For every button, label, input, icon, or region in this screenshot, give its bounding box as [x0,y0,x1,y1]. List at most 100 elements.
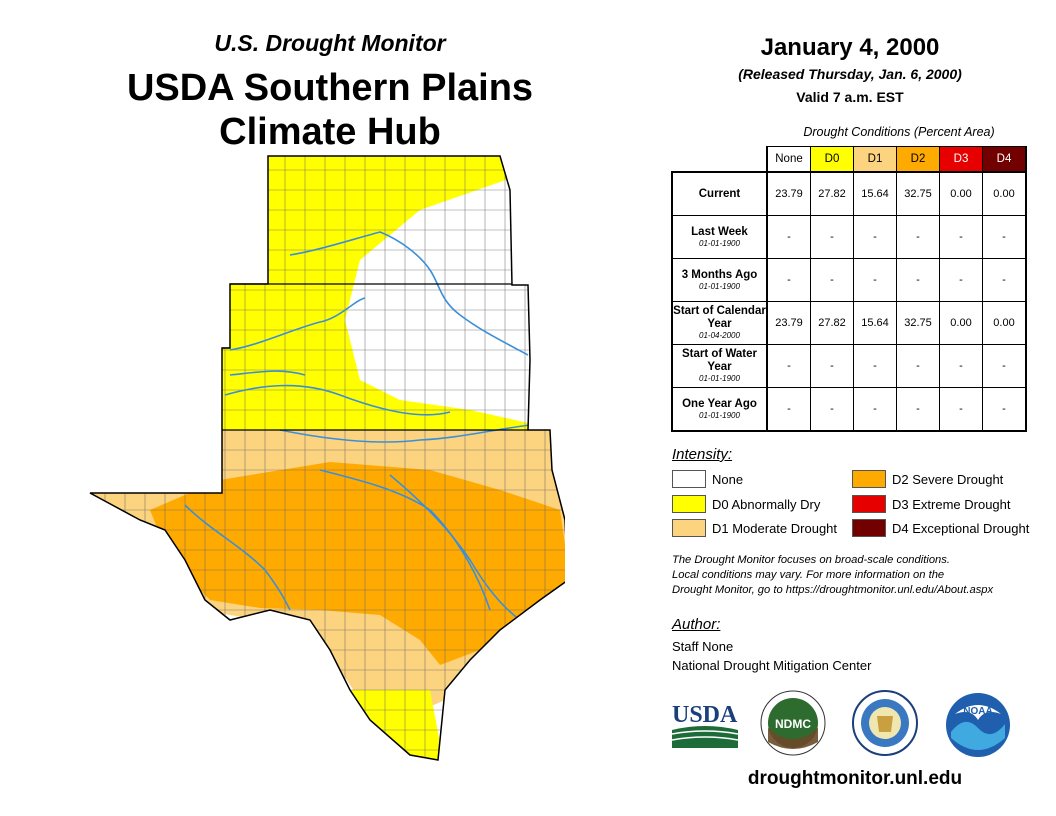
note-line: The Drought Monitor focuses on broad-sca… [672,554,950,566]
legend-swatch [852,519,886,537]
col-header-d1: D1 [853,146,897,173]
cell: - [939,387,983,432]
cell: 23.79 [766,301,811,345]
row-date: 01-01-1900 [699,238,740,248]
map-title-line2: Climate Hub [219,111,441,153]
legend-item-d1: D1 Moderate Drought [672,519,837,537]
cell: - [982,258,1027,302]
row-date: 01-04-2000 [699,331,740,340]
cell: - [766,387,811,432]
map-date: January 4, 2000 [760,34,940,61]
cell: - [810,215,854,259]
map-title: USDA Southern Plains Climate Hub [60,66,600,154]
row-label-text: One Year Ago [682,397,757,410]
row-label-text: Current [698,187,741,200]
row-label-text: 3 Months Ago [681,268,758,281]
legend-item-d3: D3 Extreme Drought [852,495,1011,513]
row-label-text: Start of Calendar Year [673,305,766,330]
col-header-none: None [766,146,811,173]
row-label: Last Week 01-01-1900 [671,215,768,259]
cell: 32.75 [896,171,940,216]
usda-logo: USDA [672,702,738,748]
cell: - [939,344,983,388]
disclaimer-note: The Drought Monitor focuses on broad-sca… [672,553,1052,598]
stats-corner [672,146,768,173]
col-header-d3: D3 [939,146,983,173]
stats-row-calendar-year: Start of Calendar Year 01-04-2000 23.79 2… [671,301,1027,345]
footer-url[interactable]: droughtmonitor.unl.edu [747,768,963,789]
cell: - [810,258,854,302]
row-label: Start of Water Year 01-01-1900 [671,344,768,388]
cell: - [853,344,897,388]
release-note: (Released Thursday, Jan. 6, 2000) [738,66,962,82]
ndmc-logo-text: NDMC [775,717,811,731]
author-block: Staff None National Drought Mitigation C… [672,637,871,675]
map-subtitle: U.S. Drought Monitor [214,30,446,56]
legend-swatch [672,495,706,513]
legend-label: None [712,471,744,487]
legend-swatch [672,519,706,537]
author-title: Author: [672,616,721,633]
row-date: 01-01-1900 [699,410,740,420]
noaa-logo-text: NOAA [963,706,992,717]
stats-caption: Drought Conditions (Percent Area) [803,125,995,139]
col-header-d4: D4 [982,146,1027,173]
commerce-seal-logo [852,690,918,756]
legend-item-d0: D0 Abnormally Dry [672,495,820,513]
stats-row-current: Current 23.79 27.82 15.64 32.75 0.00 0.0… [671,171,1027,216]
region-outline [89,155,565,761]
row-label: Start of Calendar Year 01-04-2000 [671,301,768,345]
state-borders [222,283,528,431]
cell: 0.00 [982,301,1027,345]
row-label: One Year Ago 01-01-1900 [671,387,768,432]
stats-row-3-months: 3 Months Ago 01-01-1900 - - - - - - [671,258,1027,302]
legend-label: D1 Moderate Drought [712,520,838,536]
map-title-line1: USDA Southern Plains [126,67,534,109]
stats-row-water-year: Start of Water Year 01-01-1900 - - - - - … [671,344,1027,388]
author-org: National Drought Mitigation Center [672,658,872,673]
cell: - [810,344,854,388]
legend-title: Intensity: [672,446,733,463]
cell: 0.00 [939,301,983,345]
legend-label: D0 Abnormally Dry [712,496,821,512]
cell: - [853,387,897,432]
legend-label: D4 Exceptional Drought [892,520,1030,536]
cell: - [766,215,811,259]
drought-stats-table: None D0 D1 D2 D3 D4 Current 23.79 27.82 … [671,146,1027,432]
cell: 15.64 [853,171,897,216]
cell: - [896,215,940,259]
cell: 27.82 [810,171,854,216]
stats-header-row: None D0 D1 D2 D3 D4 [672,146,1027,173]
row-label-text: Last Week [691,225,748,238]
cell: 27.82 [810,301,854,345]
legend-item-d4: D4 Exceptional Drought [852,519,1029,537]
note-line: Drought Monitor, go to https://droughtmo… [672,584,994,596]
col-header-d0: D0 [810,146,854,173]
cell: 23.79 [766,171,811,216]
cell: 0.00 [982,171,1027,216]
cell: - [853,215,897,259]
rivers [184,231,531,621]
cell: 15.64 [853,301,897,345]
cell: - [896,344,940,388]
ndmc-logo: NDMC [760,690,826,756]
legend-label: D2 Severe Drought [892,471,1004,487]
cell: - [982,344,1027,388]
legend-swatch [852,470,886,488]
cell: - [896,258,940,302]
cell: - [766,258,811,302]
cell: - [939,258,983,302]
cell: - [896,387,940,432]
cell: - [939,215,983,259]
legend-item-d2: D2 Severe Drought [852,470,1003,488]
drought-zones [90,156,565,760]
col-header-d2: D2 [896,146,940,173]
stats-row-last-week: Last Week 01-01-1900 - - - - - - [671,215,1027,259]
cell: 0.00 [939,171,983,216]
note-line: Local conditions may vary. For more info… [672,569,945,581]
noaa-logo: NOAA [946,693,1010,757]
drought-map [89,155,565,761]
cell: - [810,387,854,432]
cell: - [766,344,811,388]
cell: - [853,258,897,302]
